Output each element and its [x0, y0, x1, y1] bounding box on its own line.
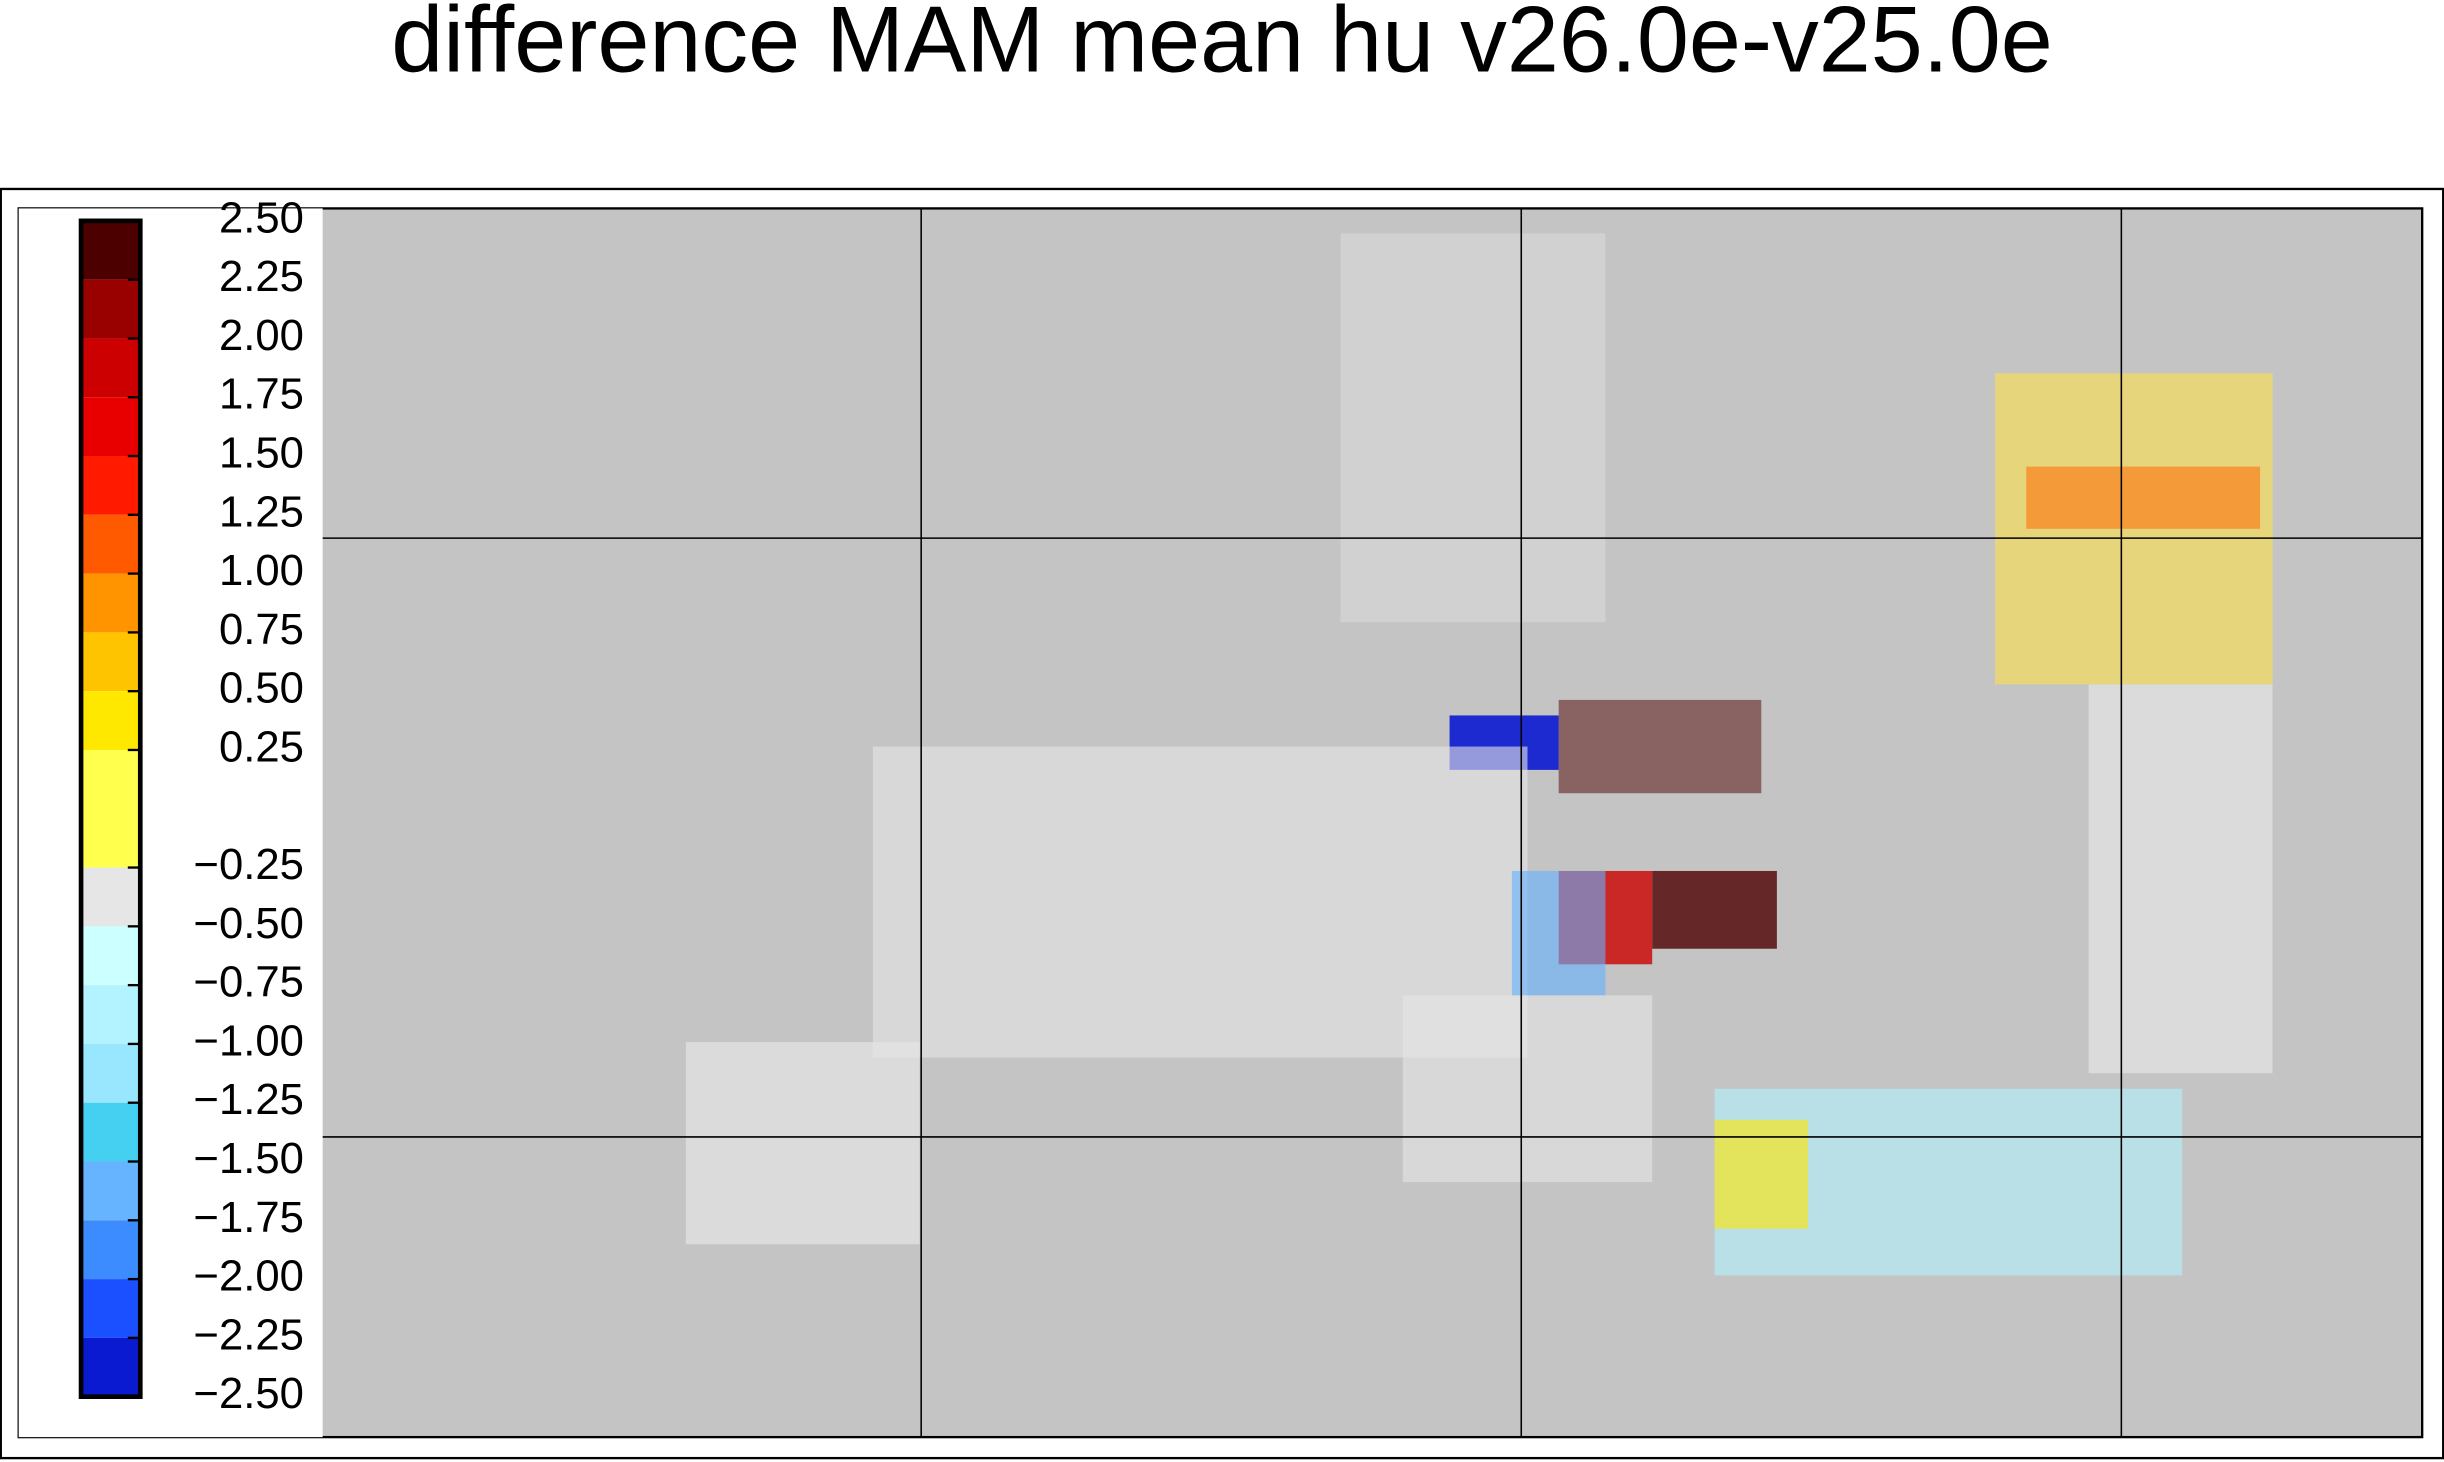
colorbar-tick-label: 0.75 [219, 606, 304, 654]
colorbar-tick-label: −1.75 [194, 1194, 304, 1242]
colorbar-segment [81, 514, 141, 574]
colorbar-segment [81, 573, 141, 633]
patch [685, 1042, 920, 1245]
colorbar-segment [81, 632, 141, 692]
colorbar-tick-label: −2.25 [194, 1311, 304, 1359]
colorbar-segment [81, 1102, 141, 1162]
colorbar-segment [81, 1161, 141, 1221]
patch [1714, 1119, 1809, 1229]
colorbar-segment [81, 220, 141, 280]
colorbar-tick-label: −2.00 [194, 1253, 304, 1301]
colorbar-tick-label: 1.75 [219, 371, 304, 419]
colorbar-segment [81, 749, 141, 868]
colorbar-segment [81, 397, 141, 457]
colorbar-tick-label: 1.00 [219, 547, 304, 595]
colorbar-segment [81, 338, 141, 398]
colorbar-tick-label: 0.25 [219, 724, 304, 772]
colorbar-tick-label: −1.50 [194, 1135, 304, 1183]
colorbar-tick-label: 2.25 [219, 253, 304, 301]
patch [2026, 466, 2261, 529]
colorbar-tick-label: −1.00 [194, 1017, 304, 1065]
patch [1340, 233, 1606, 623]
colorbar-segment [81, 279, 141, 339]
colorbar-segment [81, 1043, 141, 1103]
colorbar-segment [81, 456, 141, 515]
colorbar-border [78, 218, 143, 1400]
colorbar-tick-label: 2.50 [219, 194, 304, 242]
colorbar-panel [18, 208, 323, 1438]
patch [1558, 699, 1762, 794]
colorbar-tick-label: 2.00 [219, 312, 304, 360]
colorbar-tick-label: −0.50 [194, 900, 304, 948]
colorbar-segment [81, 926, 141, 986]
colorbar-segment [81, 985, 141, 1044]
colorbar-segment [81, 867, 141, 927]
patch [1402, 995, 1653, 1183]
colorbar-segment [81, 691, 141, 750]
title: difference MAM mean hu v26.0e-v25.0e [391, 0, 2053, 91]
colorbar-tick-label: −0.25 [194, 841, 304, 889]
colorbar-tick-label: 1.25 [219, 488, 304, 536]
colorbar-tick-label: −2.50 [194, 1370, 304, 1418]
colorbar: 2.50 2.25 2.00 1.75 1.50 1.25 1.00 0.75 0.50 0.25… [78, 194, 304, 1418]
colorbar-segment [81, 1220, 141, 1280]
map-patches [685, 233, 2273, 1276]
colorbar-tick-label: −0.75 [194, 959, 304, 1007]
outer-frame [0, 187, 2444, 1460]
colorbar-tick-label: −1.25 [194, 1076, 304, 1124]
patch [1511, 870, 1606, 996]
patch [2088, 684, 2273, 1074]
colorbar-tick-label: 0.50 [219, 665, 304, 713]
patch [1652, 870, 1777, 949]
colorbar-tick-label: 1.50 [219, 430, 304, 478]
colorbar-segment [81, 1279, 141, 1338]
colorbar-segment [81, 1337, 141, 1397]
